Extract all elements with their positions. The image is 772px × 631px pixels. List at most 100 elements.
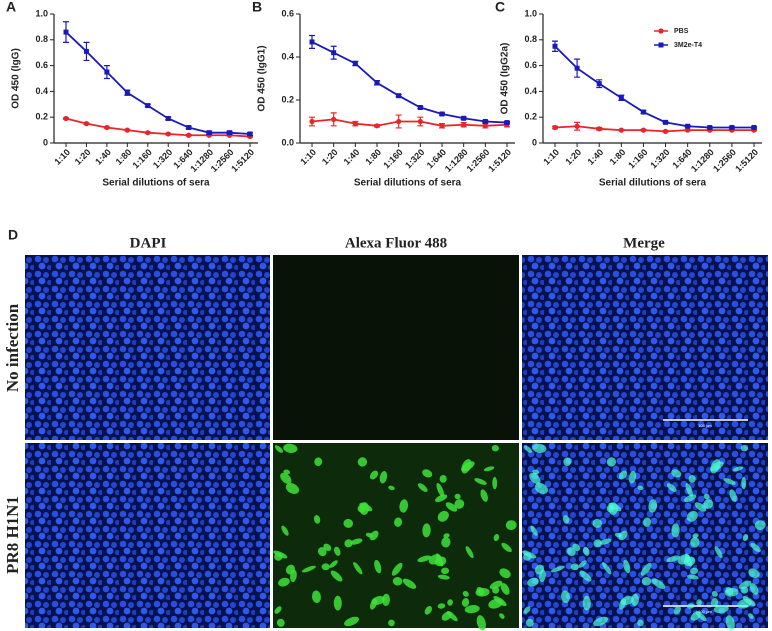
cell xyxy=(686,510,698,522)
cell xyxy=(350,538,363,545)
marker xyxy=(331,50,337,56)
series-line xyxy=(311,118,508,127)
y-tick-label: 0.8 xyxy=(35,34,48,44)
cell xyxy=(274,606,282,614)
y-tick-label: 1.0 xyxy=(524,8,537,18)
x-tick-label: 1:320 xyxy=(648,147,671,170)
cell xyxy=(437,603,446,609)
panel-label: C xyxy=(495,0,505,15)
cell xyxy=(489,580,503,590)
cell xyxy=(527,577,539,587)
cell xyxy=(392,577,403,586)
y-tick-label: 0.4 xyxy=(35,86,48,96)
series-line xyxy=(65,31,251,135)
image-alexa xyxy=(273,443,519,628)
marker xyxy=(640,109,646,115)
cell xyxy=(606,504,615,513)
cell xyxy=(274,445,284,453)
cell xyxy=(464,604,480,614)
cell xyxy=(748,613,754,619)
cell xyxy=(399,499,409,513)
marker xyxy=(596,81,602,87)
cell xyxy=(606,457,617,467)
cell xyxy=(623,559,631,574)
marker xyxy=(574,65,580,71)
x-tick-label: 1:10 xyxy=(298,147,318,167)
cell xyxy=(492,476,498,490)
cell xyxy=(666,483,677,492)
marker xyxy=(352,60,358,66)
legend-label: PBS xyxy=(674,28,689,35)
cell xyxy=(566,547,576,557)
cell xyxy=(582,595,591,611)
cell xyxy=(648,499,658,513)
marker xyxy=(352,121,358,127)
cell xyxy=(618,530,628,541)
marker xyxy=(227,130,233,136)
cell xyxy=(583,546,590,556)
cell xyxy=(483,466,495,472)
cell xyxy=(640,562,652,576)
x-tick-label: 1:40 xyxy=(342,147,362,167)
cell xyxy=(441,611,452,621)
x-tick-label: 1:2560 xyxy=(465,147,492,174)
cell xyxy=(579,570,592,582)
cell xyxy=(651,578,666,589)
cell xyxy=(539,569,546,583)
cell xyxy=(713,604,729,614)
x-tick-label: 1:160 xyxy=(381,147,404,170)
cell xyxy=(369,530,379,541)
cell xyxy=(371,595,386,605)
cell xyxy=(562,515,570,524)
cell xyxy=(685,482,694,497)
cell xyxy=(692,533,699,539)
cell xyxy=(550,565,565,573)
cell xyxy=(534,483,549,494)
cell xyxy=(402,578,417,589)
marker xyxy=(331,116,337,122)
x-tick-label: 1:1280 xyxy=(689,147,716,174)
cell xyxy=(476,615,486,631)
cell xyxy=(445,502,458,512)
cell xyxy=(283,443,298,453)
cell xyxy=(424,606,432,615)
cell xyxy=(703,499,714,509)
cell xyxy=(374,559,382,574)
panel-label: A xyxy=(6,0,16,15)
cell xyxy=(422,523,431,538)
marker xyxy=(374,123,380,129)
marker xyxy=(63,29,69,35)
image-dapi xyxy=(25,443,270,628)
marker xyxy=(417,118,423,125)
cell xyxy=(690,611,701,621)
marker xyxy=(309,118,315,125)
cell xyxy=(529,472,541,485)
cell xyxy=(710,598,719,607)
cell xyxy=(525,618,534,627)
x-tick-label: 1:80 xyxy=(608,147,628,167)
cell xyxy=(329,560,338,568)
cell xyxy=(696,599,702,606)
marker xyxy=(145,130,151,136)
marker xyxy=(685,127,691,133)
cell xyxy=(724,587,739,597)
cell xyxy=(394,517,403,527)
cell xyxy=(441,567,450,575)
cell xyxy=(276,618,285,627)
marker xyxy=(104,69,110,75)
cell xyxy=(480,489,488,502)
marker xyxy=(439,123,445,129)
cell xyxy=(388,485,395,491)
marker xyxy=(707,125,713,131)
y-tick-label: 0 xyxy=(532,137,537,147)
cell xyxy=(688,474,696,483)
cell xyxy=(710,461,724,472)
x-tick-label: 1:5120 xyxy=(486,147,513,174)
cell xyxy=(505,520,517,530)
cell xyxy=(344,616,360,627)
cell xyxy=(711,590,718,597)
cell xyxy=(285,483,300,494)
cell xyxy=(422,469,433,478)
cell xyxy=(353,561,363,575)
